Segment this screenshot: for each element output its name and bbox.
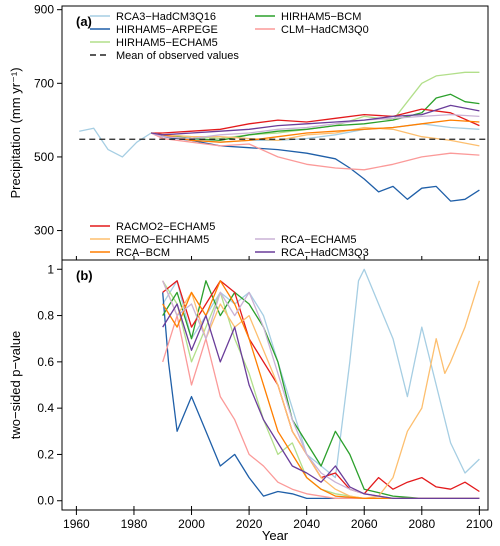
series-line-remo-echham5 — [162, 280, 481, 500]
series-group — [79, 71, 480, 202]
x-tick-label: 2040 — [293, 517, 320, 531]
legend-label: HIRHAM5−BCM — [281, 11, 361, 23]
y-tick-label: 0.8 — [37, 309, 54, 323]
legend-label: RCA−HadCM3Q3 — [281, 247, 369, 259]
plot-frame — [61, 259, 489, 511]
series-line-rca-bcm — [151, 119, 480, 143]
legend-item: RCA3−HadCM3Q16 — [90, 11, 216, 23]
legend-label: HIRHAM5−ARPEGE — [116, 24, 218, 36]
series-line-rca-hadcm3q3 — [162, 303, 480, 500]
legend-item: CLM−HadCM3Q0 — [255, 24, 369, 36]
series-line-rca3-hadcm3q16 — [162, 268, 480, 479]
legend-label: RCA3−HadCM3Q16 — [116, 11, 216, 23]
x-tick-label: 1960 — [63, 517, 90, 531]
y-tick-label: 300 — [34, 224, 54, 238]
legend-item: HIRHAM5−ARPEGE — [90, 24, 218, 36]
legend-label: CLM−HadCM3Q0 — [281, 24, 369, 36]
series-line-racmo2-echam5 — [162, 280, 480, 495]
y-tick-label: 1 — [47, 262, 54, 276]
series-line-clm-hadcm3q0 — [150, 132, 480, 171]
series-line-hirham5-bcm — [162, 280, 480, 500]
y-tick-label: 0.4 — [37, 401, 54, 415]
y-tick-label: 0.2 — [37, 447, 54, 461]
y-tick-label: 700 — [34, 76, 54, 90]
legend-label: RCA−ECHAM5 — [281, 234, 357, 246]
legend-item: RACMO2−ECHAM5 — [90, 221, 215, 233]
legend-label: HIRHAM5−ECHAM5 — [116, 37, 218, 49]
legend-label: RCA−BCM — [116, 247, 170, 259]
panel-label: (b) — [76, 268, 93, 283]
x-tick-label: 2000 — [178, 517, 205, 531]
y-tick-label: 0.0 — [37, 494, 54, 508]
y-axis-label: two−sided p−value — [8, 331, 23, 439]
x-tick-label: 2080 — [408, 517, 435, 531]
series-line-racmo2-echam5 — [151, 108, 480, 134]
x-tick-label: 2020 — [236, 517, 263, 531]
legend-item: REMO−ECHHAM5 — [90, 234, 209, 246]
series-line-rca-echam5 — [151, 113, 480, 140]
y-axis-label: Precipitation (mm yr⁻¹) — [8, 67, 23, 198]
series-line-clm-hadcm3q0 — [162, 314, 480, 500]
legend-label: REMO−ECHHAM5 — [116, 234, 209, 246]
panel-a: 300 500 700 900 Precipitation (mm yr⁻¹) (a) — [8, 3, 489, 261]
x-axis: 1960 1980 2000 2020 2040 2060 2080 2100 Year — [63, 256, 493, 543]
series-group — [162, 268, 481, 500]
series-line-remo-echham5 — [151, 126, 480, 147]
panel-label: (a) — [76, 14, 92, 29]
legend-item: RCA−ECHAM5 — [255, 234, 357, 246]
series-line-rca-hadcm3q3 — [151, 104, 480, 136]
legend-item: HIRHAM5−ECHAM5 — [90, 37, 218, 49]
legend-label: Mean of observed values — [116, 50, 239, 62]
series-line-hirham5-bcm — [151, 93, 480, 142]
x-tick-label: 1980 — [121, 517, 148, 531]
legend-label: RACMO2−ECHAM5 — [116, 221, 215, 233]
legend-item: RCA−BCM — [90, 247, 170, 259]
y-tick-label: 0.6 — [37, 355, 54, 369]
legend-top: RCA3−HadCM3Q16HIRHAM5−ARPEGEHIRHAM5−ECHA… — [90, 11, 369, 62]
x-tick-label: 2100 — [466, 517, 493, 531]
legend-item: Mean of observed values — [90, 50, 239, 62]
x-tick-label: 2060 — [351, 517, 378, 531]
y-tick-label: 500 — [34, 150, 54, 164]
y-tick-label: 900 — [34, 3, 54, 17]
x-axis-label: Year — [262, 528, 289, 543]
legend-item: HIRHAM5−BCM — [255, 11, 361, 23]
legend-item: RCA−HadCM3Q3 — [255, 247, 369, 259]
panel-b: 0.0 0.2 0.4 0.6 0.8 1 two−sided p−value (b) — [8, 259, 489, 511]
